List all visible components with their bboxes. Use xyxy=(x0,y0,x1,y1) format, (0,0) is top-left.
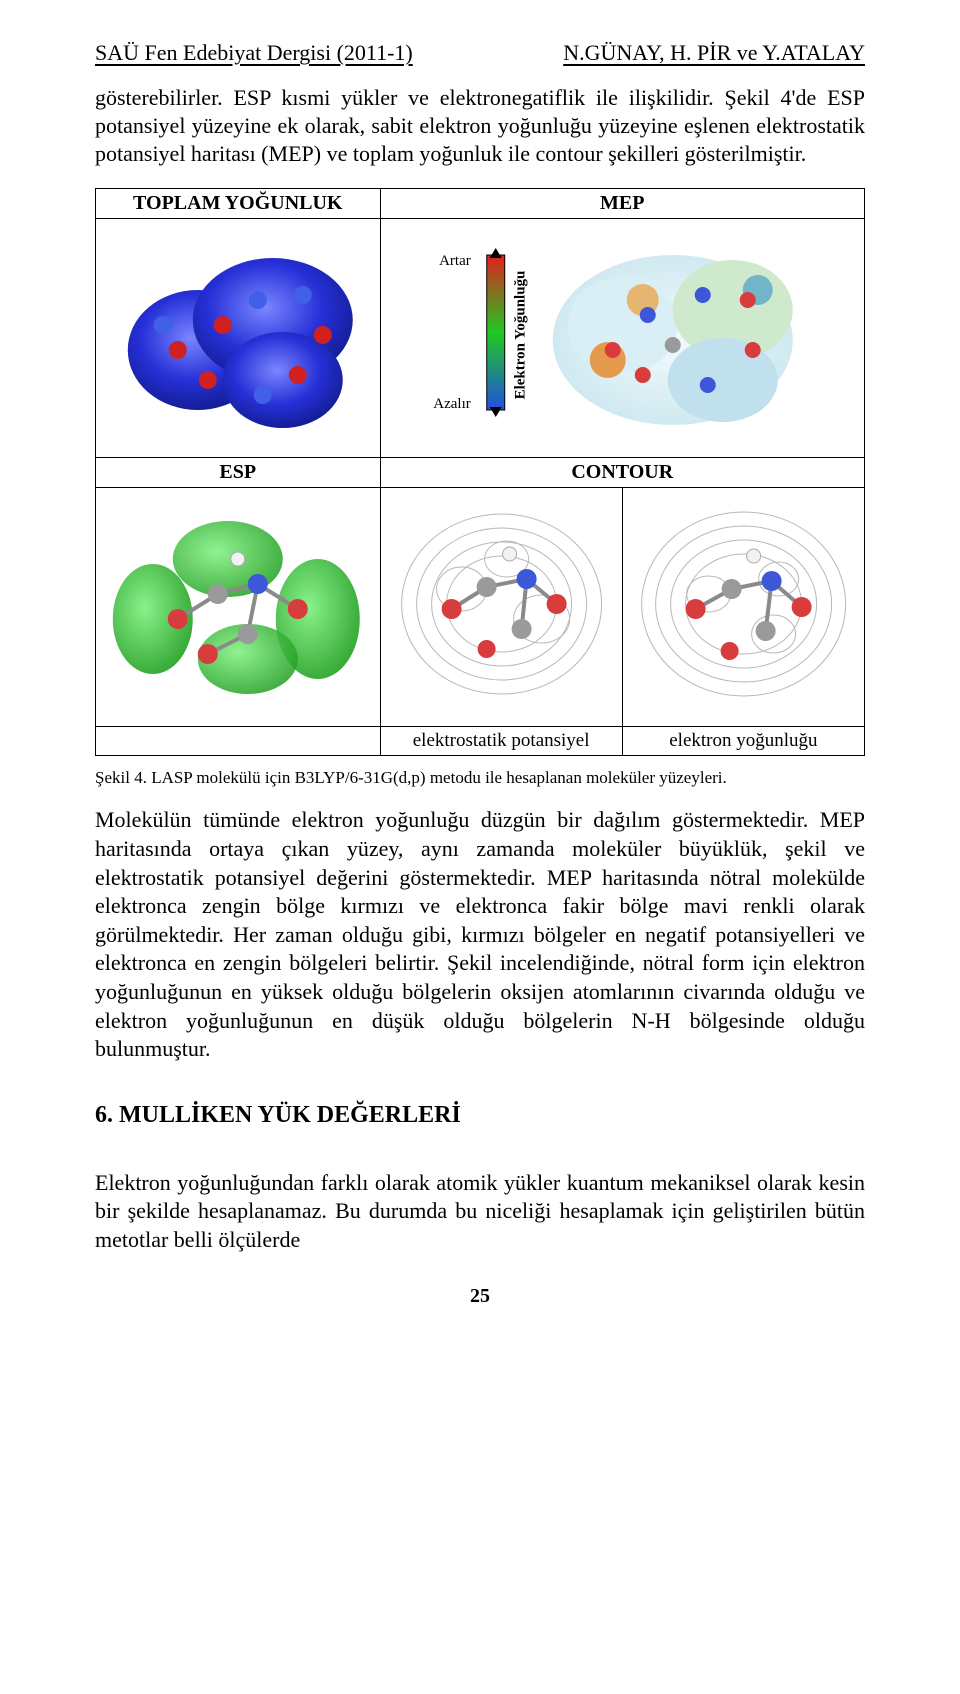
fig-header-total-density: TOPLAM YOĞUNLUK xyxy=(96,189,381,219)
esp-svg xyxy=(100,499,376,709)
journal-name: SAÜ Fen Edebiyat Dergisi (2011-1) xyxy=(95,40,413,66)
figure-label-row: elektrostatik potansiyel elektron yoğunl… xyxy=(96,727,865,756)
fig-label-electrostatic: elektrostatik potansiyel xyxy=(380,727,622,756)
fig-image-contour-esp xyxy=(380,488,622,727)
contour-b-svg xyxy=(627,499,860,709)
figure-table: TOPLAM YOĞUNLUK MEP xyxy=(95,188,865,756)
total-density-svg xyxy=(100,230,376,440)
legend-top-label: Artar xyxy=(439,253,471,269)
author-names: N.GÜNAY, H. PİR ve Y.ATALAY xyxy=(563,40,865,66)
discussion-paragraph: Molekülün tümünde elektron yoğunluğu düz… xyxy=(95,806,865,1063)
running-header: SAÜ Fen Edebiyat Dergisi (2011-1) N.GÜNA… xyxy=(95,40,865,66)
fig-image-contour-density xyxy=(622,488,864,727)
figure-image-row-2 xyxy=(96,488,865,727)
mep-svg: Artar Azalır Elektron Yoğunluğu xyxy=(385,230,860,440)
figure-caption: Şekil 4. LASP molekülü için B3LYP/6-31G(… xyxy=(95,768,865,788)
fig-header-mep: MEP xyxy=(380,189,864,219)
figure-header-row-1: TOPLAM YOĞUNLUK MEP xyxy=(96,189,865,219)
page: SAÜ Fen Edebiyat Dergisi (2011-1) N.GÜNA… xyxy=(0,0,960,1358)
fig-image-mep: Artar Azalır Elektron Yoğunluğu xyxy=(380,219,864,458)
fig-image-esp xyxy=(96,488,381,727)
contour-a-svg xyxy=(385,499,618,709)
mulliken-paragraph: Elektron yoğunluğundan farklı olarak ato… xyxy=(95,1169,865,1255)
fig-label-electron-density: elektron yoğunluğu xyxy=(622,727,864,756)
figure-header-row-2: ESP CONTOUR xyxy=(96,458,865,488)
fig-header-contour: CONTOUR xyxy=(380,458,864,488)
fig-header-esp: ESP xyxy=(96,458,381,488)
intro-paragraph: gösterebilirler. ESP kısmi yükler ve ele… xyxy=(95,84,865,168)
legend-axis-label: Elektron Yoğunluğu xyxy=(512,271,528,400)
section-heading-mulliken: 6. MULLİKEN YÜK DEĞERLERİ xyxy=(95,1102,865,1129)
fig-image-total-density xyxy=(96,219,381,458)
figure-image-row-1: Artar Azalır Elektron Yoğunluğu xyxy=(96,219,865,458)
legend-bottom-label: Azalır xyxy=(433,396,470,412)
page-number: 25 xyxy=(95,1285,865,1308)
